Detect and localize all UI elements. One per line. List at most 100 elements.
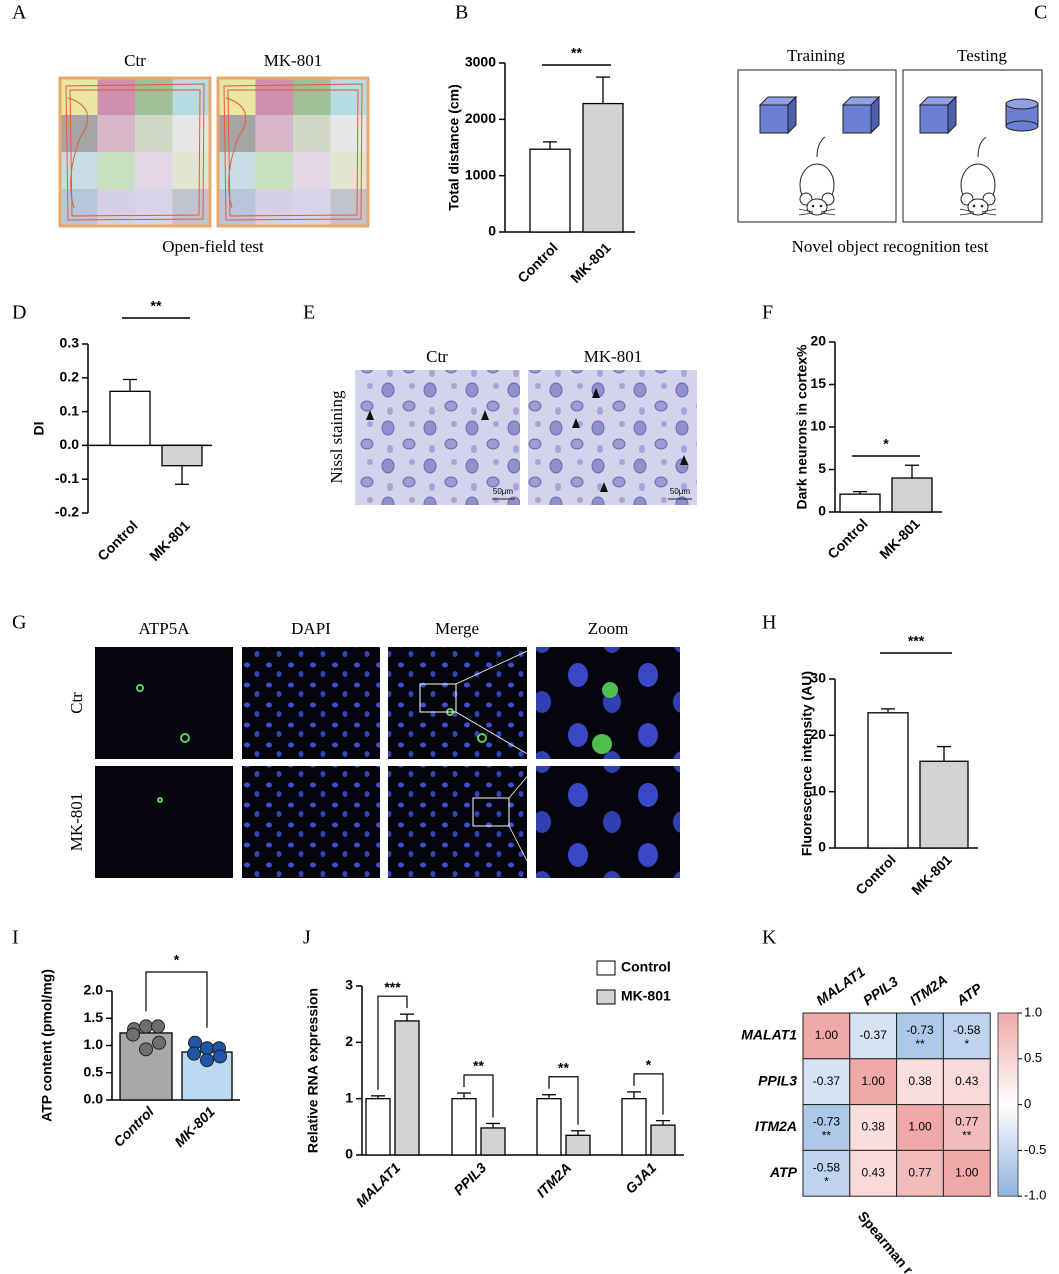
caption: Novel object recognition test xyxy=(792,237,989,256)
y-tick-label: 15 xyxy=(810,375,826,391)
significance: ** xyxy=(151,298,162,314)
heatmap-cell xyxy=(942,1058,991,1106)
nissl-image xyxy=(528,370,697,505)
object xyxy=(759,96,797,134)
y-tick-label: 30 xyxy=(810,670,826,686)
significance-bracket xyxy=(377,995,408,1090)
significance-bracket xyxy=(548,1076,579,1125)
y-axis-label: Total distance (cm) xyxy=(446,84,462,211)
y-tick-label: 3 xyxy=(345,977,353,993)
bar xyxy=(451,1098,477,1156)
cell-label: 1.00 xyxy=(955,1165,979,1179)
y-tick-label: 0.1 xyxy=(60,402,80,418)
bar xyxy=(109,390,151,447)
significance: ** xyxy=(571,45,582,61)
y-tick-label: 2.0 xyxy=(84,982,104,998)
significance: ** xyxy=(558,1059,569,1075)
bar xyxy=(565,1134,591,1156)
image-title: MK-801 xyxy=(264,51,323,70)
panel-letter: D xyxy=(12,302,26,324)
significance: * xyxy=(883,436,889,452)
data-point xyxy=(152,1035,166,1050)
heatmap-cell xyxy=(942,1149,991,1197)
object xyxy=(842,96,880,134)
y-axis-label: Dark neurons in cortex% xyxy=(794,344,810,509)
heatmap-cell xyxy=(849,1149,898,1197)
column-label: MALAT1 xyxy=(813,963,868,1008)
legend-swatch xyxy=(596,989,616,1005)
significance: * xyxy=(174,952,180,968)
panel-letter: F xyxy=(762,302,773,324)
data-point xyxy=(200,1041,214,1056)
y-axis-label: ATP content (pmol/mg) xyxy=(39,969,55,1122)
column-title: DAPI xyxy=(291,619,331,638)
column-label: ITM2A xyxy=(907,971,951,1008)
data-point xyxy=(151,1019,165,1034)
y-tick-label: 0.0 xyxy=(84,1091,104,1107)
object xyxy=(1005,98,1039,132)
caption: Open-field test xyxy=(162,237,264,256)
x-tick-label: MK-801 xyxy=(876,515,923,562)
panel-letter: I xyxy=(12,927,19,949)
cell-label: 1.00 xyxy=(862,1074,886,1088)
y-tick-label: 0 xyxy=(818,503,826,519)
x-tick-label: Control xyxy=(824,515,871,562)
cell-label: -0.58 xyxy=(813,1160,841,1174)
bar xyxy=(529,148,571,233)
y-tick-label: -0.2 xyxy=(55,504,79,520)
panel-letter: B xyxy=(455,2,468,24)
heatmap-cell xyxy=(942,1012,991,1060)
significance: *** xyxy=(384,979,401,995)
cell-label: 0.77 xyxy=(955,1115,979,1129)
data-point xyxy=(139,1019,153,1034)
box-title: Testing xyxy=(957,46,1007,65)
panel-letter: K xyxy=(762,927,777,949)
cell-label: -0.37 xyxy=(860,1028,888,1042)
nissl-image xyxy=(355,370,520,505)
bar xyxy=(867,712,909,849)
y-tick-label: 20 xyxy=(810,333,826,349)
colorbar-tick-label: 0.5 xyxy=(1024,1050,1042,1065)
legend-label: MK-801 xyxy=(621,988,671,1004)
significance-bracket xyxy=(463,1074,494,1118)
row-title: Ctr xyxy=(67,692,86,714)
significance: ** xyxy=(473,1058,484,1074)
row-label: MALAT1 xyxy=(741,1027,797,1043)
heatmap-cell xyxy=(802,1058,851,1106)
panel-letter: J xyxy=(303,927,311,949)
cell-significance: * xyxy=(824,1174,829,1188)
scale-label: 50μm xyxy=(493,487,514,496)
bar xyxy=(480,1127,506,1156)
open-field-image xyxy=(216,76,370,228)
y-tick-label: 20 xyxy=(810,726,826,742)
y-axis-label: DI xyxy=(31,422,47,436)
row-label: ATP xyxy=(769,1164,798,1180)
data-point xyxy=(200,1053,214,1068)
arena-box xyxy=(902,69,1043,223)
image-title: MK-801 xyxy=(584,347,643,366)
bar xyxy=(582,102,624,233)
y-tick-label: 0 xyxy=(818,839,826,855)
data-point xyxy=(139,1042,153,1057)
bar xyxy=(536,1098,562,1156)
colorbar xyxy=(997,1012,1019,1197)
bar xyxy=(919,760,969,849)
y-tick-label: 1 xyxy=(345,1089,353,1105)
bar xyxy=(839,493,881,513)
legend-label: Control xyxy=(621,959,671,975)
heatmap-cell xyxy=(896,1012,944,1060)
x-tick-label: PPIL3 xyxy=(450,1159,489,1198)
cell-label: 0.43 xyxy=(955,1074,979,1088)
cell-label: -0.37 xyxy=(813,1074,841,1088)
y-axis-label: Fluorescence intensity (AU) xyxy=(799,671,815,856)
colorbar-tick-label: -1.0 xyxy=(1024,1188,1046,1203)
mouse xyxy=(959,136,997,216)
y-tick-label: 1.5 xyxy=(84,1009,104,1025)
scale-label: 50μm xyxy=(670,487,691,496)
cell-label: 1.00 xyxy=(908,1120,932,1134)
column-label: ATP xyxy=(953,980,986,1010)
y-tick-label: -0.1 xyxy=(55,470,79,486)
cell-label: 1.00 xyxy=(815,1028,839,1042)
cell-label: -0.73 xyxy=(906,1023,934,1037)
y-tick-label: 0.2 xyxy=(60,369,80,385)
